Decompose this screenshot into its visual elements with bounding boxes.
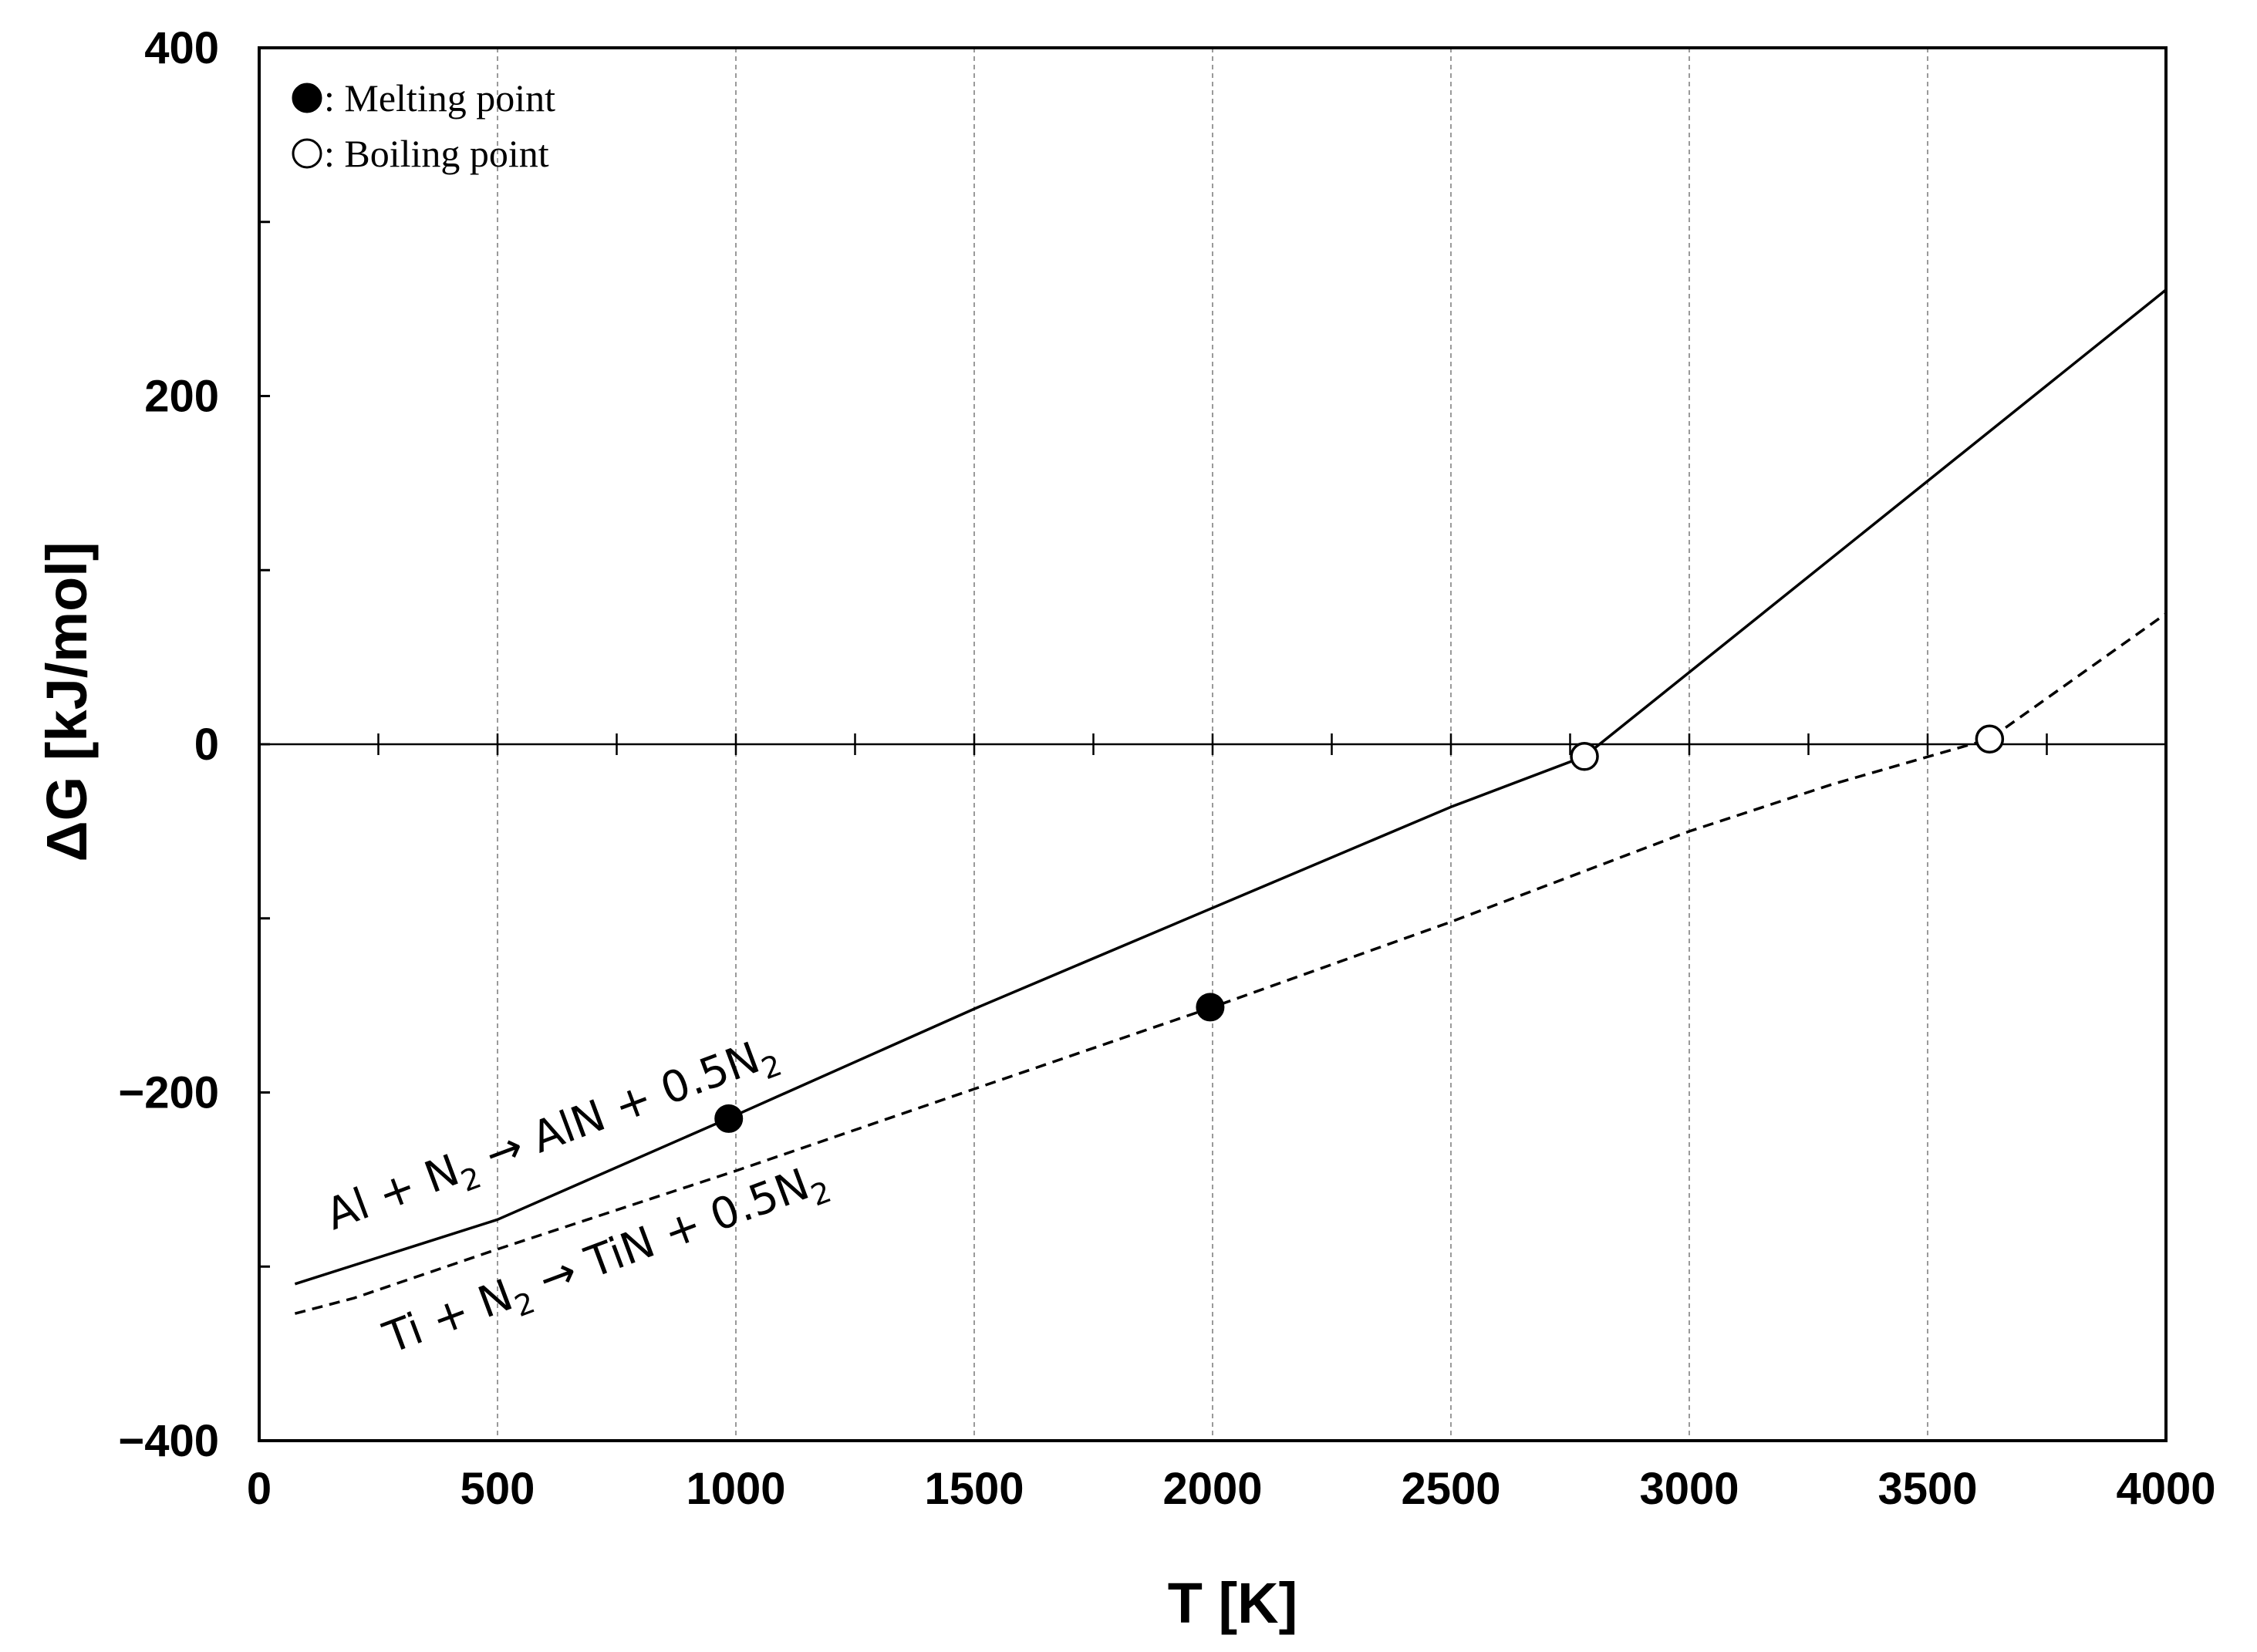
x-tick-label: 2000 <box>1162 1464 1262 1514</box>
zero-line-group <box>259 733 2166 755</box>
x-tick-label: 3000 <box>1639 1464 1739 1514</box>
x-tick-label: 500 <box>461 1464 535 1514</box>
legend-melting-label: : Melting point <box>324 76 555 120</box>
marker-group <box>714 724 2005 1133</box>
ti-series-line <box>294 612 2168 1315</box>
legend: : Melting point : Boiling point <box>292 76 555 175</box>
al-series-line <box>294 288 2168 1286</box>
al-melting-point-marker <box>714 1104 744 1133</box>
series-group <box>294 288 2168 1315</box>
y-tick-label: −400 <box>118 1416 219 1466</box>
x-tick-label: 4000 <box>2116 1464 2215 1514</box>
y-axis-title: ΔG [kJ/mol] <box>35 541 99 861</box>
legend-boiling-label: : Boiling point <box>324 132 549 175</box>
y-tick-label: 0 <box>194 720 219 770</box>
al-annotation-part: Al + N <box>319 1145 466 1240</box>
y-tick-label: 400 <box>144 23 219 73</box>
legend-boiling-marker <box>292 138 322 169</box>
ti-annotation-part: → TiN + 0.5N <box>519 1159 815 1310</box>
x-tick-label: 1000 <box>686 1464 785 1514</box>
x-tick-label: 2500 <box>1401 1464 1500 1514</box>
legend-melting-marker <box>292 83 322 113</box>
x-tick-label: 3500 <box>1877 1464 1977 1514</box>
x-tick-label: 1500 <box>924 1464 1024 1514</box>
ti-melting-point-marker <box>1196 993 1225 1022</box>
ti-boiling-point-marker <box>1975 724 2005 754</box>
tick-labels: 0 500 1000 1500 2000 2500 3000 3500 4000−400−200… <box>118 23 2215 1514</box>
x-tick-label: 0 <box>247 1464 272 1514</box>
x-axis-title: T [K] <box>1168 1571 1298 1635</box>
y-tick-label: 200 <box>144 372 219 422</box>
al-boiling-point-marker <box>1570 742 1599 771</box>
y-tick-label: −200 <box>118 1068 219 1118</box>
